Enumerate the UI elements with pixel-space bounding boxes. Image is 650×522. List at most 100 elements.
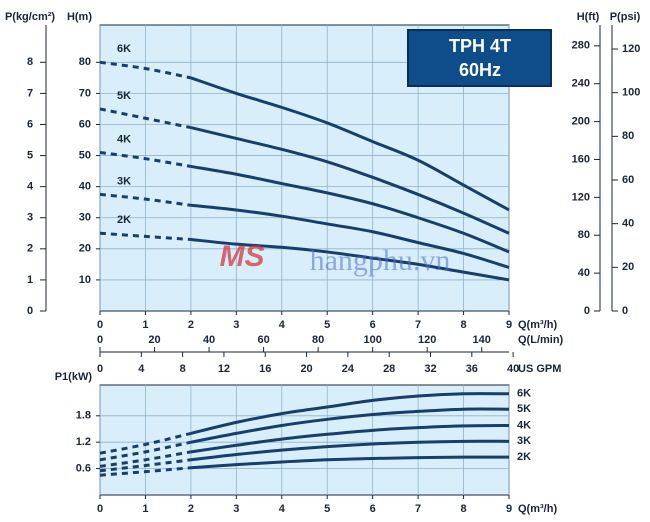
curve-label: 6K [517,388,531,400]
curve-label: 5K [517,403,531,415]
x-tick-label: 8 [460,503,466,515]
y-axis-title: H(m) [67,11,92,23]
y-axis-title: H(ft) [577,11,600,23]
y-tick-label: 20 [79,243,91,255]
x-axis-title: US GPM [518,363,561,375]
y-tick-label: 7 [27,87,33,99]
curve [190,164,510,254]
x-tick-label: 4 [279,319,286,331]
y-tick-label: 5 [27,149,33,161]
y-tick-label: 0.6 [76,463,91,475]
curve [99,440,192,462]
curve [99,458,192,473]
curve-label: 3K [517,435,531,447]
curve-label: 4K [517,419,531,431]
y-tick-label: 0 [584,305,590,317]
x-tick-label: 3 [233,503,239,515]
x-tick-label: 40 [507,363,519,375]
x-tick-label: 20 [300,363,312,375]
y-tick-label: 4 [27,181,34,193]
y-tick-label: 200 [572,116,590,128]
x-tick-label: 1 [142,503,148,515]
x-tick-label: 36 [466,363,478,375]
x-tick-label: 4 [138,363,145,375]
x-tick-label: 6 [370,503,376,515]
x-tick-label: 2 [188,503,194,515]
y-tick-label: 1.2 [76,436,91,448]
x-tick-label: 7 [415,503,421,515]
x-tick-label: 20 [148,334,160,346]
x-axis-title: Q(m³/h) [518,503,557,515]
y-tick-label: 80 [79,56,91,68]
y-tick-label: 70 [79,87,91,99]
y-tick-label: 120 [622,43,640,55]
chart-subtitle: 60Hz [459,60,501,80]
y-tick-label: 8 [27,56,33,68]
x-tick-label: 32 [424,363,436,375]
curve [99,466,192,477]
x-tick-label: 0 [97,319,103,331]
x-tick-label: 80 [312,334,324,346]
y-tick-label: 20 [622,261,634,273]
x-axis-title: Q(m³/h) [518,319,557,331]
x-tick-label: 9 [506,503,512,515]
x-tick-label: 5 [324,503,330,515]
y-tick-label: 1.8 [76,410,91,422]
x-tick-label: 40 [203,334,215,346]
curve [99,107,192,130]
y-axis-title: P1(kW) [55,371,93,383]
curve-label: 6K [117,43,131,55]
y-tick-label: 80 [578,229,590,241]
y-tick-label: 40 [79,181,91,193]
x-tick-label: 16 [259,363,271,375]
x-tick-label: 24 [342,363,355,375]
x-tick-label: 2 [188,319,194,331]
x-tick-label: 7 [415,319,421,331]
x-tick-label: 100 [363,334,381,346]
x-axis-title: Q(L/min) [518,334,564,346]
y-tick-label: 160 [572,153,590,165]
y-axis-title: P(kg/cm²) [5,11,55,23]
x-tick-label: 8 [460,319,466,331]
y-tick-label: 120 [572,191,590,203]
title-box [407,29,552,87]
x-tick-label: 1 [142,319,148,331]
y-tick-label: 6 [27,118,33,130]
x-tick-label: 0 [97,363,103,375]
curve-label: 2K [117,214,131,226]
curve-label: 2K [517,451,531,463]
curve [190,238,510,282]
chart-title: TPH 4T [449,36,511,56]
curve [190,76,510,212]
curve [190,203,510,269]
x-tick-label: 5 [324,319,330,331]
x-tick-label: 0 [97,503,103,515]
plot-area [99,384,510,496]
y-tick-label: 60 [622,174,634,186]
y-tick-label: 30 [79,212,91,224]
y-tick-label: 2 [27,243,33,255]
y-tick-label: 280 [572,40,590,52]
curve [190,439,510,462]
x-tick-label: 120 [418,334,436,346]
x-tick-label: 8 [180,363,186,375]
curve [190,392,510,435]
y-tick-label: 0 [622,305,628,317]
curve-label: 5K [117,90,131,102]
curve [190,423,510,454]
y-tick-label: 1 [27,274,33,286]
y-tick-label: 80 [622,130,634,142]
y-tick-label: 60 [79,118,91,130]
curve [99,192,192,207]
curve [99,431,192,455]
x-tick-label: 60 [257,334,269,346]
y-tick-label: 3 [27,212,33,224]
y-tick-label: 40 [622,218,634,230]
y-tick-label: 10 [79,274,91,286]
curve [99,450,192,468]
y-tick-label: 240 [572,78,590,90]
y-tick-label: 50 [79,149,91,161]
